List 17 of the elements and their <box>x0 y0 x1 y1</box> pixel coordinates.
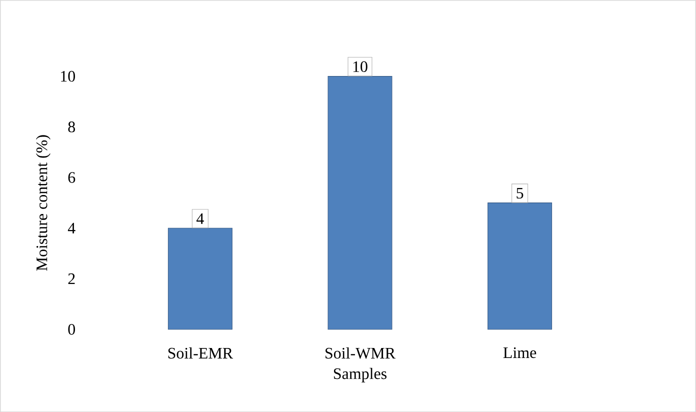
y-tick-label: 6 <box>68 172 76 183</box>
y-tick-label: 0 <box>68 324 75 335</box>
y-tick-label: 2 <box>68 273 75 284</box>
data-label: 10 <box>353 61 368 72</box>
data-label: 5 <box>516 188 524 198</box>
bar <box>328 76 392 330</box>
x-tick-label: Soil-EMR <box>168 347 234 358</box>
x-tick-label: Soil-WMR <box>326 347 396 359</box>
data-label: 4 <box>196 213 204 224</box>
bar <box>488 202 552 330</box>
y-tick-label: 10 <box>61 70 75 82</box>
x-axis-title: Samples <box>334 368 386 382</box>
bar <box>168 228 232 330</box>
y-tick-label: 8 <box>68 121 75 132</box>
y-axis-title: Moisture content (%) <box>36 135 50 271</box>
x-tick-label: Lime <box>503 347 536 358</box>
y-tick-label: 4 <box>68 222 76 234</box>
